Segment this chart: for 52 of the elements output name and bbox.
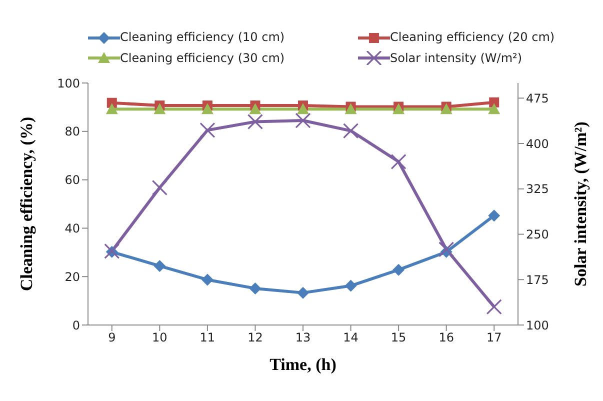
x-tick-label: 9 bbox=[108, 330, 116, 345]
y-tick-label: 40 bbox=[64, 222, 80, 236]
y2-tick-label: 250 bbox=[526, 228, 549, 242]
x-tick-label: 17 bbox=[486, 330, 502, 345]
point bbox=[152, 180, 168, 196]
y2-tick-label: 400 bbox=[526, 137, 549, 152]
x-tick-label: 11 bbox=[200, 330, 216, 345]
point bbox=[486, 299, 502, 316]
y-axis-title: Cleaning efficiency, (%) bbox=[17, 117, 36, 292]
y2-tick-label: 100 bbox=[526, 318, 549, 333]
y-tick-label: 100 bbox=[57, 76, 80, 91]
legend-label: Cleaning efficiency (20 cm) bbox=[390, 30, 555, 44]
y2-tick-label: 475 bbox=[526, 92, 549, 106]
y-tick-label: 80 bbox=[64, 125, 80, 140]
point bbox=[344, 104, 357, 115]
point bbox=[106, 104, 118, 115]
y-tick-label: 60 bbox=[64, 173, 80, 188]
y-tick-label: 20 bbox=[64, 270, 80, 284]
legend-label: Cleaning efficiency (30 cm) bbox=[120, 50, 285, 65]
y2-axis-title: Solar intensity, (W/m²) bbox=[571, 122, 590, 287]
y2-tick-label: 175 bbox=[526, 273, 549, 288]
legend-label: Solar intensity (W/m²) bbox=[390, 50, 522, 65]
point bbox=[201, 104, 214, 115]
x-axis-title: Time, (h) bbox=[270, 355, 336, 374]
x-tick-label: 13 bbox=[295, 330, 311, 345]
point bbox=[440, 104, 452, 115]
point bbox=[154, 104, 166, 115]
y-tick-label: 0 bbox=[72, 318, 80, 333]
point bbox=[438, 242, 454, 258]
point bbox=[342, 123, 359, 140]
point bbox=[154, 260, 166, 272]
point bbox=[488, 210, 500, 222]
point bbox=[247, 114, 264, 130]
x-tick-label: 12 bbox=[248, 330, 263, 345]
point bbox=[344, 280, 357, 292]
x-tick-label: 16 bbox=[438, 330, 454, 345]
point bbox=[295, 113, 311, 129]
point bbox=[297, 287, 309, 300]
legend-label: Cleaning efficiency (10 cm) bbox=[120, 30, 285, 44]
point bbox=[249, 282, 262, 295]
x-tick-label: 15 bbox=[390, 330, 406, 345]
point bbox=[200, 122, 216, 138]
point bbox=[392, 264, 405, 276]
point bbox=[297, 104, 309, 115]
point bbox=[390, 154, 406, 170]
x-tick-label: 10 bbox=[152, 330, 168, 345]
point bbox=[392, 104, 405, 115]
x-tick-label: 14 bbox=[343, 330, 358, 345]
point bbox=[201, 274, 214, 286]
y2-tick-label: 325 bbox=[526, 182, 549, 197]
point bbox=[249, 104, 262, 115]
point bbox=[488, 104, 500, 115]
